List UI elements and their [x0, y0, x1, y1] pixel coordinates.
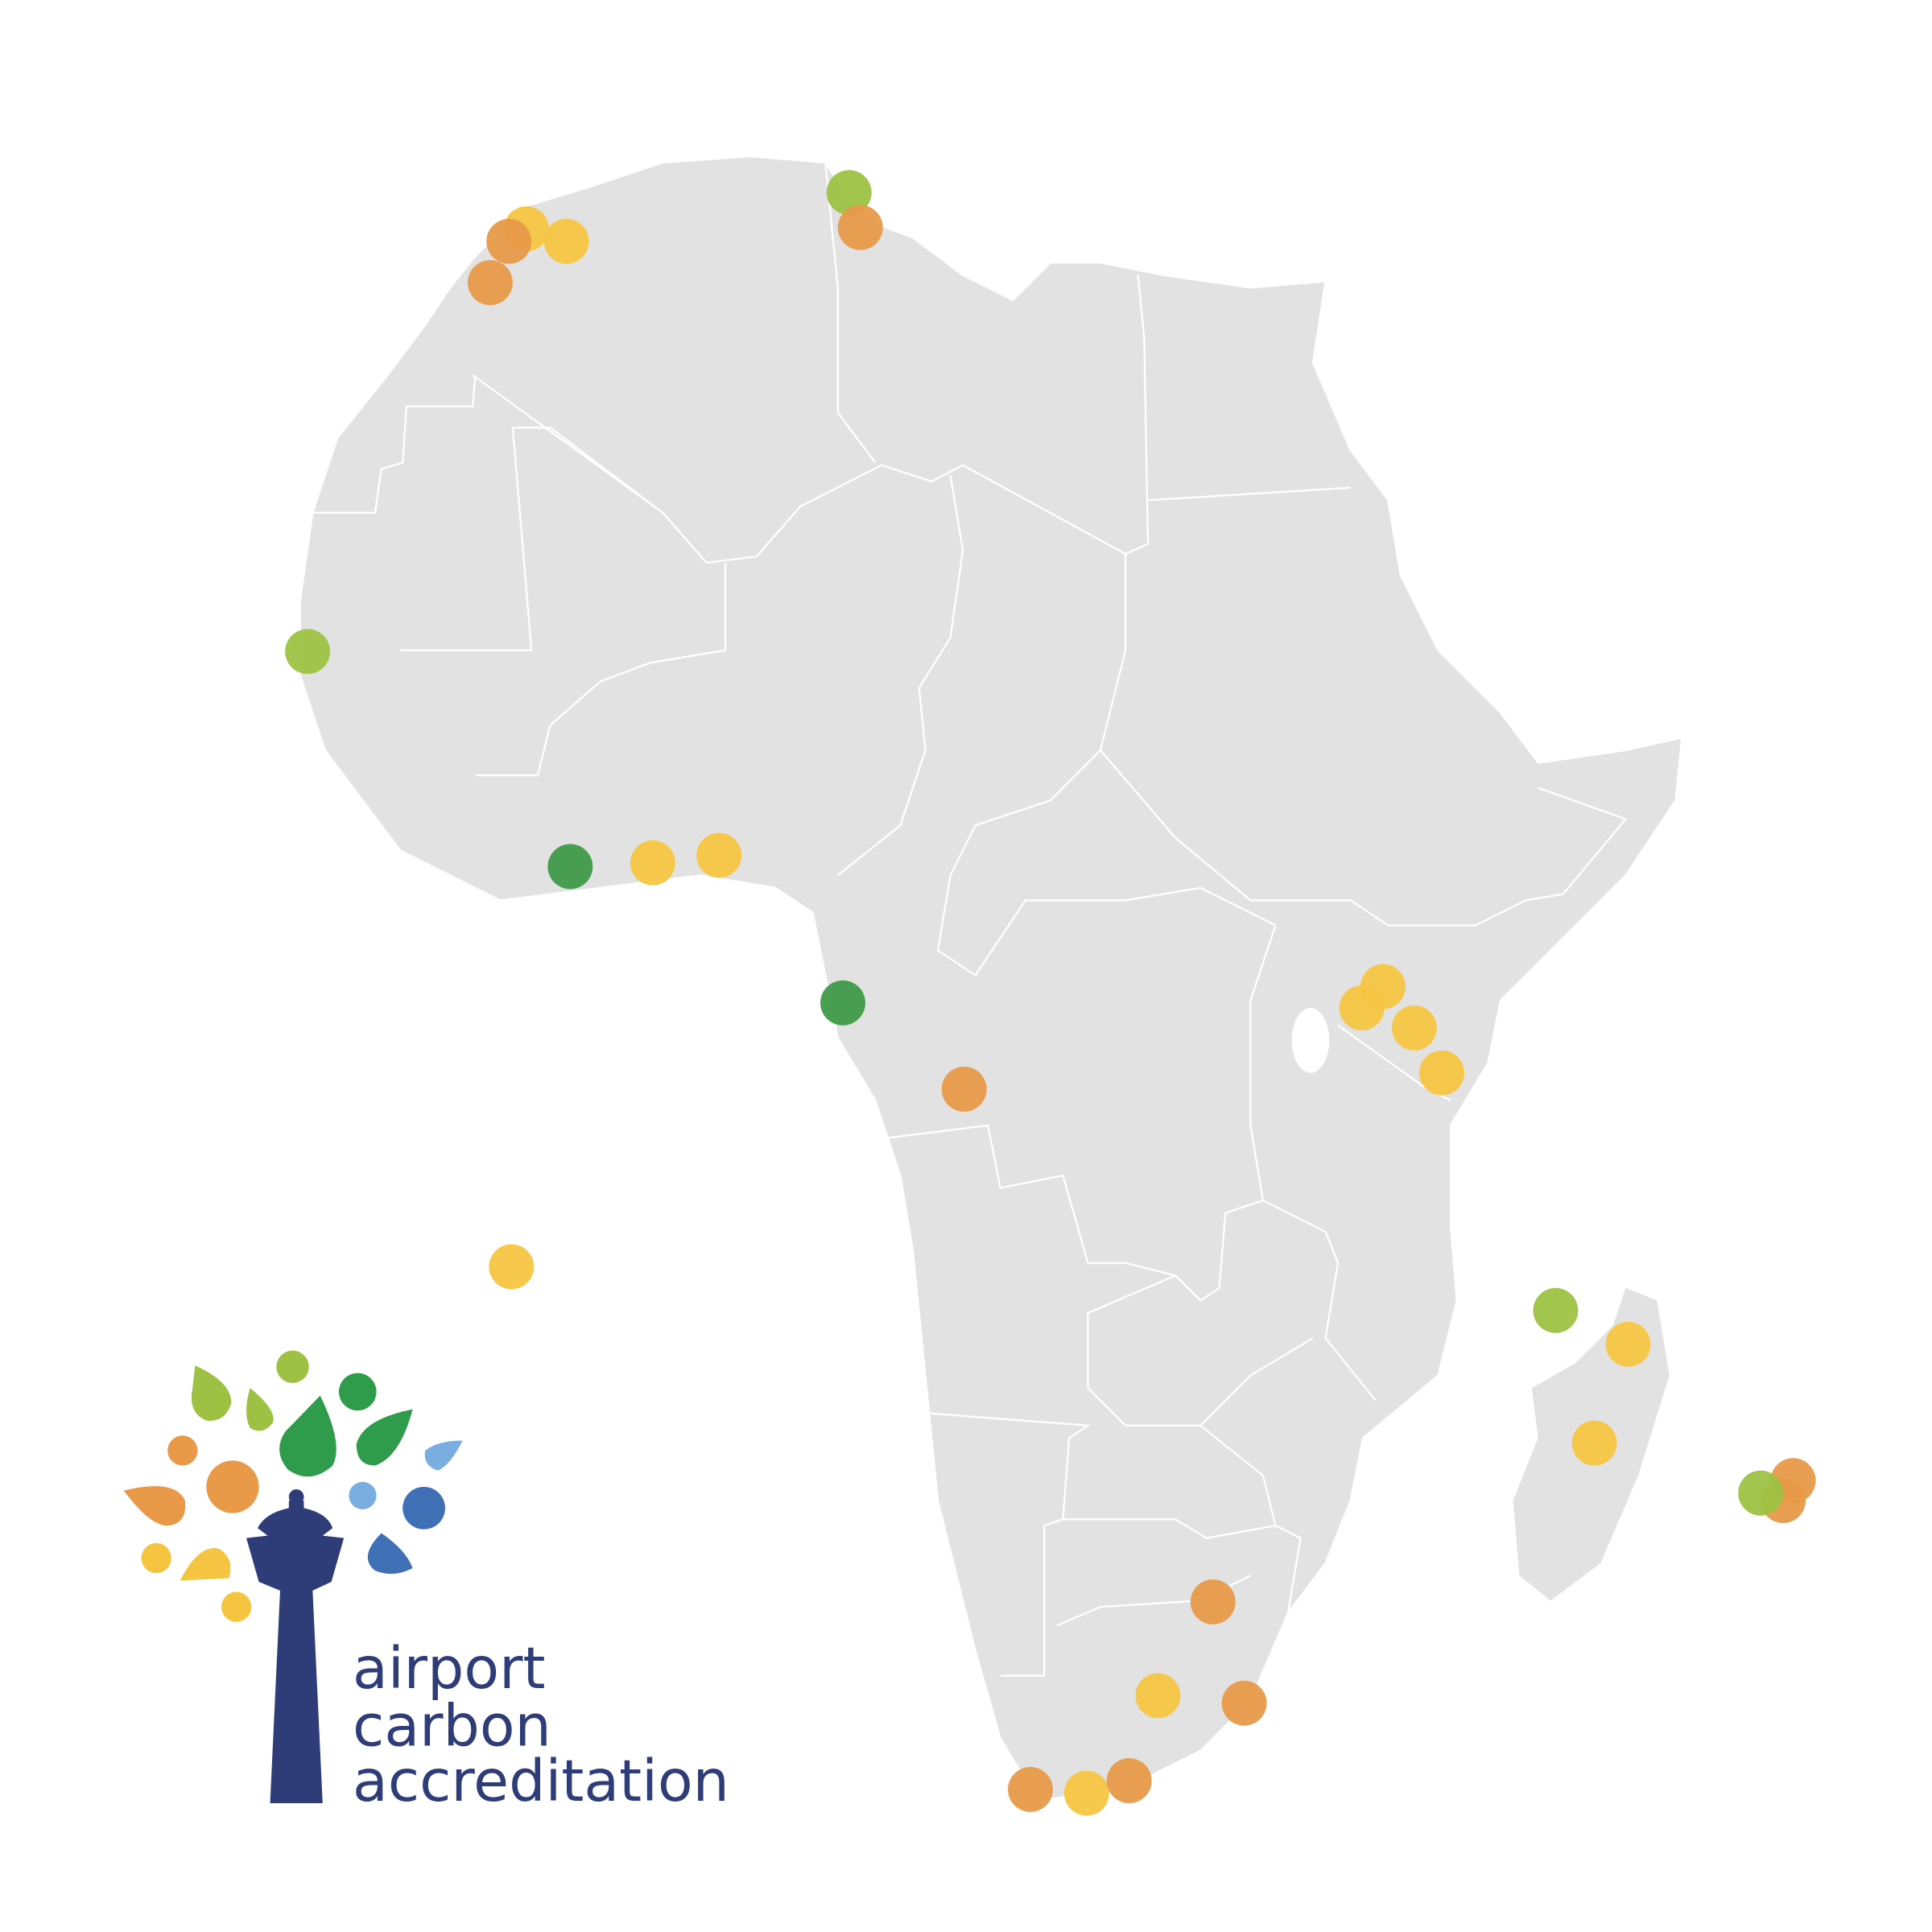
airport-marker	[467, 260, 513, 306]
border	[837, 475, 964, 877]
logo-text: accreditation	[353, 1748, 729, 1814]
border	[824, 162, 877, 464]
logo-leaf	[338, 1373, 377, 1411]
border	[1147, 486, 1351, 502]
border	[1063, 1518, 1276, 1539]
lake-victoria	[1291, 1008, 1330, 1073]
airport-marker	[1106, 1758, 1152, 1803]
logo-leaf	[221, 1591, 252, 1622]
logo-text: airport	[353, 1635, 545, 1702]
logo-leaf	[123, 1486, 186, 1526]
border	[936, 554, 1127, 976]
airport-marker	[1533, 1288, 1579, 1333]
airport-marker	[1391, 1005, 1437, 1051]
airport-marker	[285, 629, 331, 675]
airport-marker	[826, 170, 872, 216]
airport-marker	[1135, 1673, 1181, 1719]
airport-marker	[1190, 1579, 1236, 1624]
logo-tower-top	[288, 1489, 304, 1505]
logo-leaf	[141, 1542, 171, 1574]
logo-leaf	[167, 1435, 198, 1466]
logo: airport carbon accreditation	[123, 1350, 729, 1814]
logo-leaf	[276, 1350, 309, 1384]
africa-landmass	[299, 155, 1683, 1802]
border	[306, 374, 477, 514]
border	[974, 886, 1276, 976]
logo-leaf	[367, 1533, 413, 1575]
airport-marker	[1221, 1680, 1267, 1726]
logo-tower	[246, 1501, 345, 1803]
border	[1262, 1199, 1377, 1402]
airport-marker	[820, 980, 865, 1026]
airport-marker	[1738, 1470, 1784, 1516]
airport-marker	[543, 218, 589, 264]
border	[1100, 749, 1628, 927]
airport-marker	[1571, 1420, 1617, 1466]
logo-leaf	[180, 1547, 231, 1581]
border	[472, 275, 1150, 564]
airport-marker	[1339, 985, 1385, 1030]
logo-leaf	[402, 1486, 446, 1530]
logo-leaf	[191, 1365, 232, 1422]
airport-marker	[486, 218, 532, 264]
logo-leaf	[279, 1395, 336, 1477]
borders	[306, 162, 1628, 1677]
airport-marker	[630, 840, 675, 886]
airport-marker	[837, 204, 883, 250]
border	[887, 1124, 1176, 1277]
logo-leaf	[424, 1440, 463, 1471]
airport-marker	[941, 1067, 987, 1112]
airport-marker	[1008, 1766, 1053, 1812]
airport-marker	[696, 832, 742, 878]
border	[400, 427, 533, 651]
logo-leaf	[356, 1409, 413, 1466]
border	[475, 563, 727, 777]
airport-marker	[1063, 1770, 1109, 1816]
border	[1087, 925, 1314, 1427]
border	[512, 427, 664, 514]
airport-marker	[1419, 1050, 1465, 1096]
logo-text: carbon	[353, 1693, 551, 1760]
logo-leaf	[206, 1460, 259, 1513]
airport-marker	[547, 844, 593, 890]
logo-leaf	[349, 1481, 377, 1509]
airport-marker	[1605, 1321, 1651, 1367]
logo-leaf	[246, 1388, 274, 1431]
airport-markers	[285, 170, 1816, 1816]
airport-marker	[489, 1244, 535, 1290]
